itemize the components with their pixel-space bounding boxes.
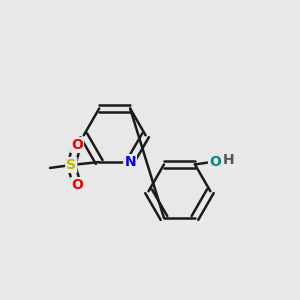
Text: S: S (66, 158, 76, 172)
Text: O: O (209, 154, 221, 169)
Text: O: O (71, 178, 83, 192)
Text: H: H (223, 153, 235, 167)
Text: O: O (71, 138, 83, 152)
Text: N: N (124, 155, 136, 169)
